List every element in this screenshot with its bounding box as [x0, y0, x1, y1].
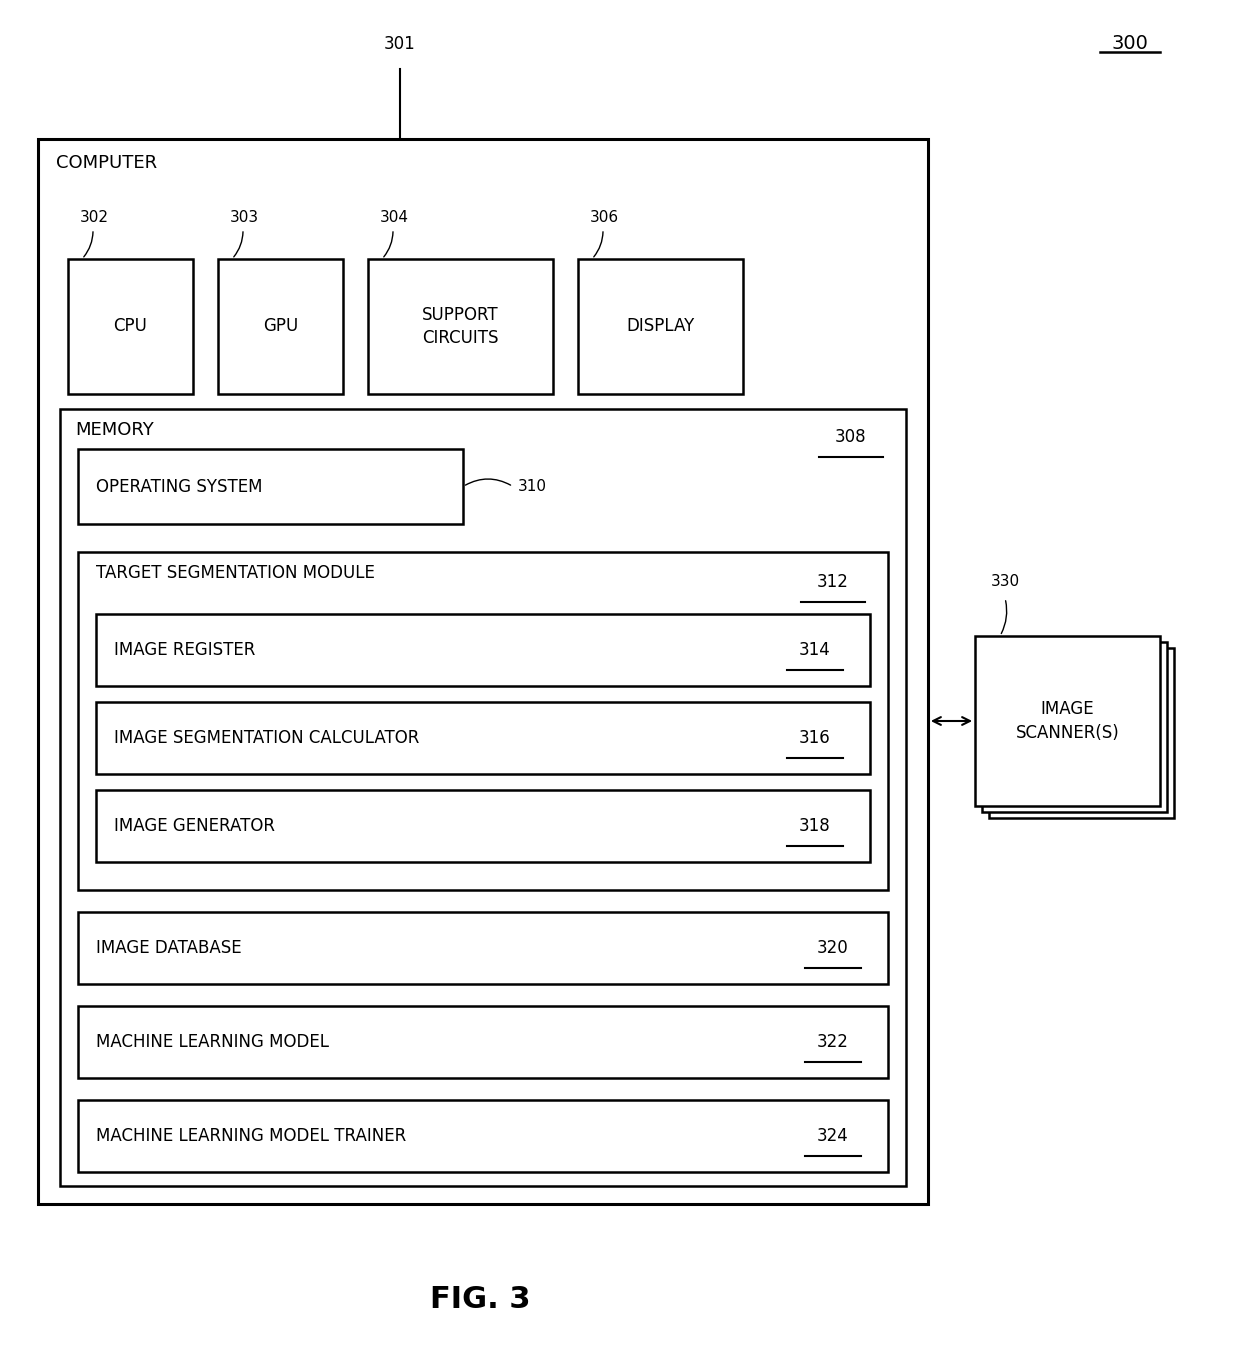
- Text: IMAGE GENERATOR: IMAGE GENERATOR: [114, 816, 275, 835]
- Text: TARGET SEGMENTATION MODULE: TARGET SEGMENTATION MODULE: [95, 565, 374, 582]
- Bar: [68, 259, 193, 394]
- Bar: [78, 1099, 888, 1173]
- Bar: [95, 613, 870, 686]
- Bar: [368, 259, 553, 394]
- Text: IMAGE REGISTER: IMAGE REGISTER: [114, 640, 255, 659]
- Bar: [982, 642, 1167, 812]
- Text: 316: 316: [799, 728, 831, 747]
- Bar: [78, 450, 463, 524]
- Text: FIG. 3: FIG. 3: [430, 1285, 531, 1313]
- Text: 308: 308: [836, 428, 867, 445]
- Text: GPU: GPU: [263, 317, 298, 336]
- Text: 324: 324: [817, 1127, 849, 1145]
- Text: 306: 306: [590, 210, 619, 225]
- Bar: [95, 789, 870, 862]
- Bar: [38, 139, 928, 1204]
- Text: 300: 300: [1111, 34, 1148, 53]
- Bar: [78, 1006, 888, 1078]
- Bar: [78, 552, 888, 890]
- Text: 304: 304: [379, 210, 409, 225]
- Text: COMPUTER: COMPUTER: [56, 154, 157, 172]
- Text: 301: 301: [384, 35, 415, 53]
- Text: 310: 310: [518, 479, 547, 494]
- Bar: [218, 259, 343, 394]
- Bar: [975, 636, 1159, 806]
- Text: 330: 330: [991, 574, 1019, 589]
- Bar: [990, 649, 1174, 818]
- Bar: [578, 259, 743, 394]
- Bar: [78, 913, 888, 984]
- Text: 318: 318: [799, 816, 831, 835]
- Text: IMAGE SEGMENTATION CALCULATOR: IMAGE SEGMENTATION CALCULATOR: [114, 728, 419, 747]
- Text: 322: 322: [817, 1033, 849, 1051]
- Text: SUPPORT
CIRCUITS: SUPPORT CIRCUITS: [422, 306, 498, 347]
- Bar: [95, 701, 870, 774]
- Text: MACHINE LEARNING MODEL: MACHINE LEARNING MODEL: [95, 1033, 329, 1051]
- Bar: [60, 409, 906, 1186]
- Text: IMAGE DATABASE: IMAGE DATABASE: [95, 940, 242, 957]
- Text: 302: 302: [81, 210, 109, 225]
- Text: 320: 320: [817, 940, 849, 957]
- Text: 303: 303: [229, 210, 259, 225]
- Text: MEMORY: MEMORY: [74, 421, 154, 439]
- Text: OPERATING SYSTEM: OPERATING SYSTEM: [95, 478, 263, 496]
- Text: DISPLAY: DISPLAY: [626, 317, 694, 336]
- Text: MACHINE LEARNING MODEL TRAINER: MACHINE LEARNING MODEL TRAINER: [95, 1127, 407, 1145]
- Text: 314: 314: [799, 640, 831, 659]
- Text: 312: 312: [817, 573, 849, 590]
- Text: IMAGE
SCANNER(S): IMAGE SCANNER(S): [1016, 700, 1120, 742]
- Text: CPU: CPU: [114, 317, 148, 336]
